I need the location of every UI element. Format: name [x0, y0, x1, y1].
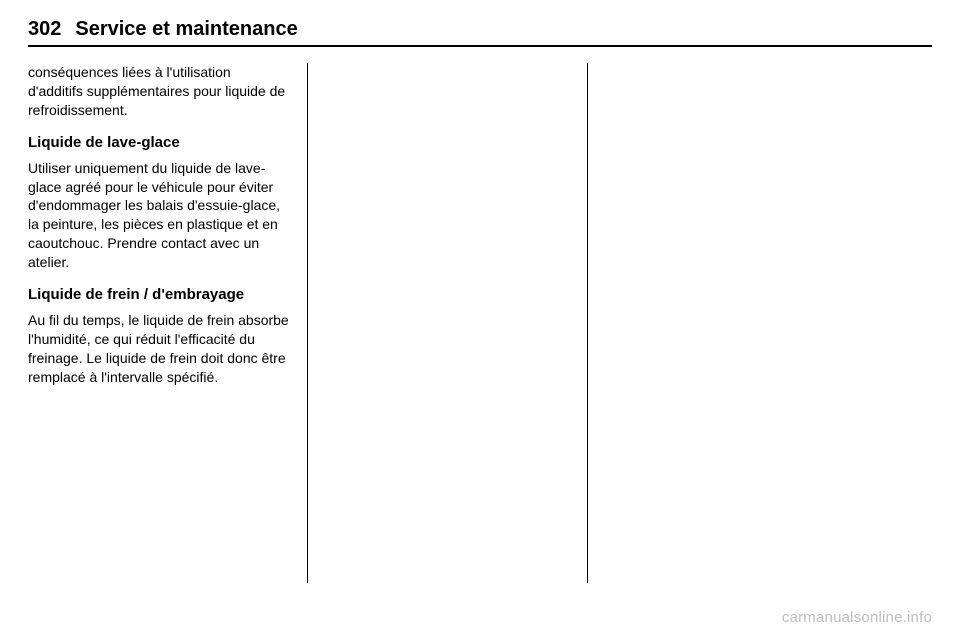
section2-text: Au fil du temps, le liquide de frein abs… [28, 311, 289, 387]
column-1: conséquences liées à l'utilisation d'add… [28, 63, 308, 583]
column-3 [588, 63, 868, 583]
manual-page: 302 Service et maintenance conséquences … [0, 0, 960, 642]
column-2 [308, 63, 588, 583]
page-header: 302 Service et maintenance [28, 18, 932, 47]
intro-paragraph: conséquences liées à l'utilisation d'add… [28, 63, 289, 120]
section1-heading: Liquide de lave-glace [28, 134, 289, 151]
section2-heading: Liquide de frein / d'embrayage [28, 286, 289, 303]
header-title: Service et maintenance [75, 18, 297, 41]
watermark: carmanualsonline.info [782, 609, 932, 626]
content-columns: conséquences liées à l'utilisation d'add… [28, 63, 932, 583]
page-number: 302 [28, 18, 61, 41]
section1-text: Utiliser uniquement du liquide de lave-g… [28, 159, 289, 272]
